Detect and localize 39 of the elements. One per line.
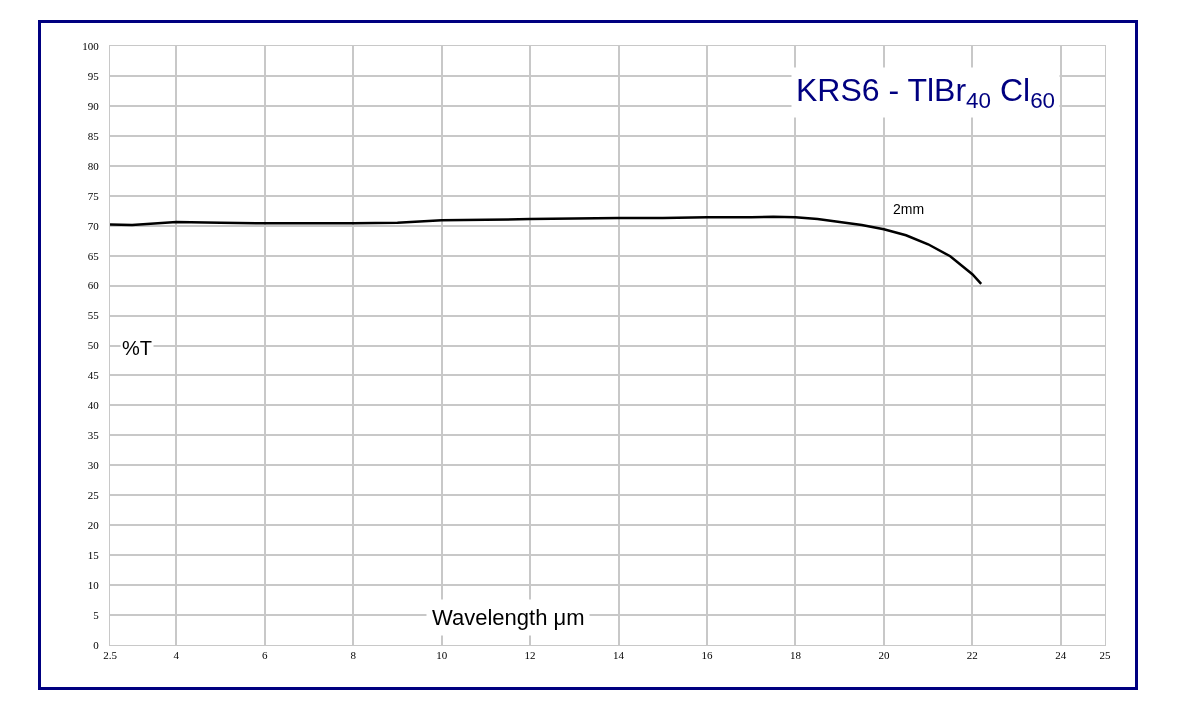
y-tick-label: 30 bbox=[87, 459, 100, 472]
y-axis-title: %T bbox=[122, 337, 152, 359]
x-tick-label: 16 bbox=[701, 649, 713, 662]
y-tick-label: 5 bbox=[93, 608, 100, 621]
y-tick-label: 15 bbox=[87, 549, 100, 561]
y-tick-label: 35 bbox=[87, 429, 100, 442]
x-tick-label: 14 bbox=[613, 649, 625, 662]
y-tick-label: 100 bbox=[82, 39, 100, 52]
y-tick-label: 40 bbox=[87, 399, 100, 412]
y-tick-label: 65 bbox=[87, 249, 100, 262]
y-tick-label: 55 bbox=[87, 309, 100, 322]
y-tick-label: 20 bbox=[87, 519, 100, 532]
y-tick-label: 80 bbox=[87, 159, 100, 172]
y-tick-label: 90 bbox=[87, 99, 100, 112]
x-tick-label: 4 bbox=[173, 649, 180, 662]
y-tick-label: 75 bbox=[87, 189, 100, 202]
y-tick-label: 10 bbox=[87, 578, 100, 591]
line-series bbox=[110, 215, 983, 286]
x-tick-label: 2.5 bbox=[103, 649, 118, 662]
x-tick-label: 20 bbox=[878, 649, 890, 662]
y-tick-label: 50 bbox=[87, 339, 100, 352]
y-tick-label: 70 bbox=[87, 219, 100, 232]
annotation: 2mm bbox=[893, 201, 925, 217]
x-tick-label: 24 bbox=[1055, 649, 1067, 662]
x-tick-label: 6 bbox=[262, 649, 269, 662]
y-tick-label: 95 bbox=[87, 69, 100, 82]
y-tick-label: 0 bbox=[93, 638, 100, 651]
x-tick-label: 12 bbox=[524, 649, 536, 662]
x-tick-label: 8 bbox=[350, 649, 357, 662]
x-tick-label: 25 bbox=[1099, 649, 1111, 662]
y-tick-label: 85 bbox=[87, 129, 100, 142]
x-axis-title: Wavelength μm bbox=[432, 605, 585, 630]
y-tick-label: 60 bbox=[87, 279, 100, 292]
x-tick-label: 22 bbox=[966, 649, 978, 662]
x-tick-label: 18 bbox=[789, 649, 802, 662]
y-tick-label: 45 bbox=[87, 369, 100, 382]
y-tick-label: 25 bbox=[87, 489, 100, 502]
x-tick-label: 10 bbox=[436, 649, 448, 662]
text: KRS6 - TlBr$_{40}$ Cl$_{60}$ bbox=[796, 72, 1056, 113]
